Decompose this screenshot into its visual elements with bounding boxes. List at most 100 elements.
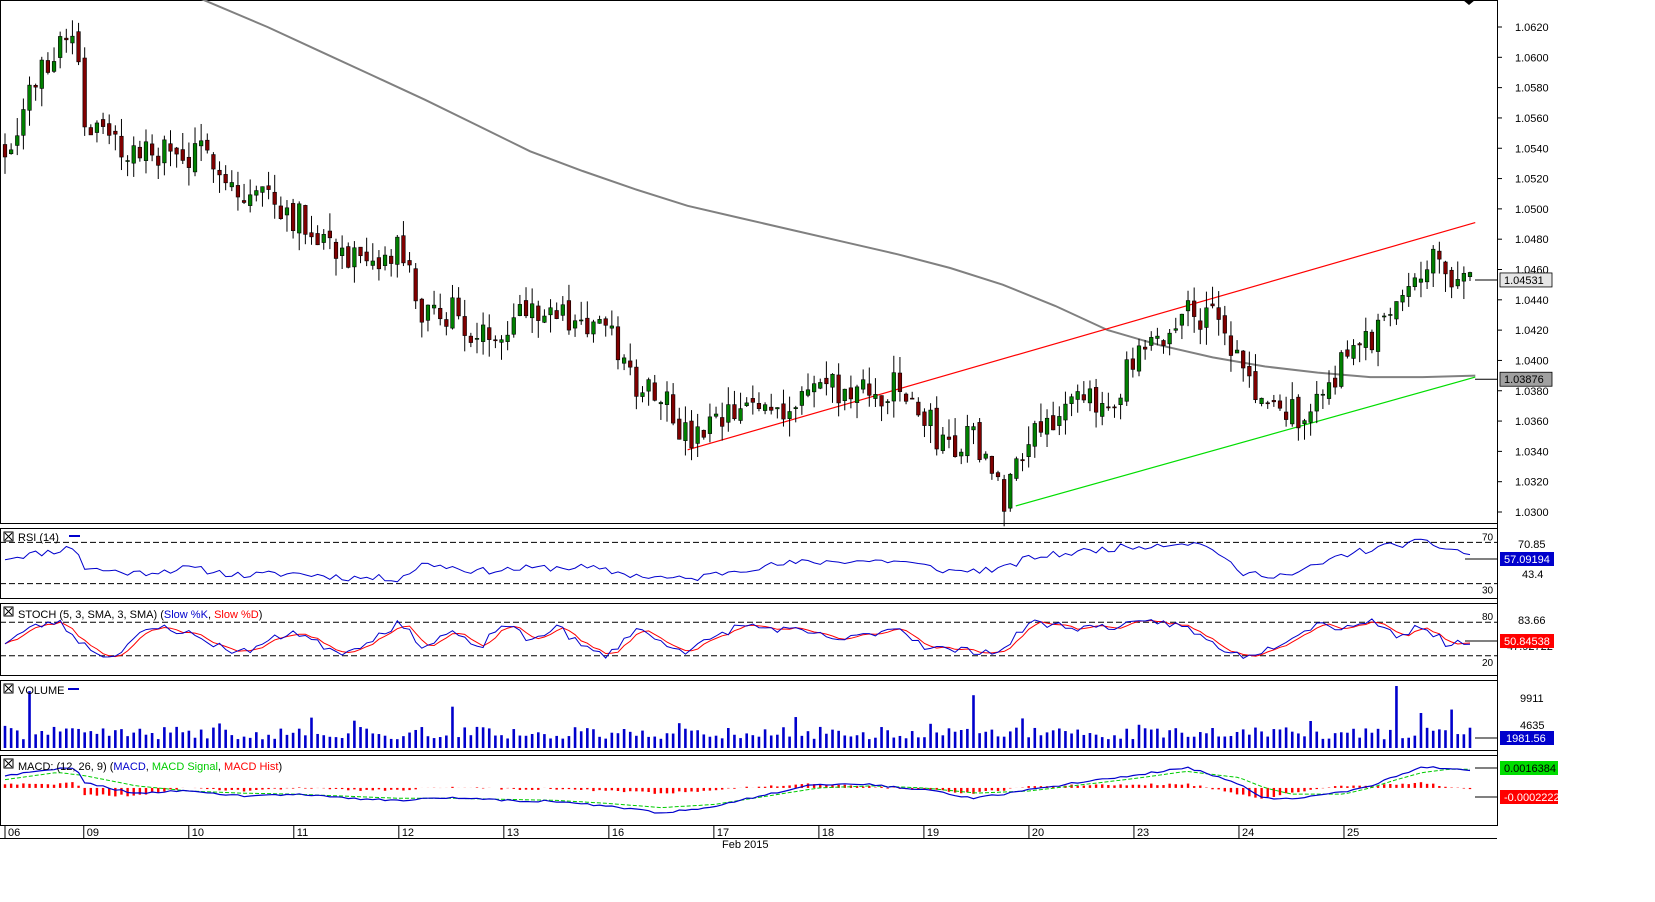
ma-value-label: 1.03876 (1499, 371, 1553, 387)
bullish-candle-body (248, 194, 253, 206)
candle (830, 373, 835, 403)
bullish-candle-body (1008, 473, 1013, 509)
candle (585, 301, 590, 338)
candle (223, 165, 228, 191)
candle (327, 213, 332, 250)
bearish-candle-body (615, 326, 621, 361)
bullish-candle-body (162, 139, 167, 164)
candle (401, 221, 406, 267)
bearish-candle-body (1277, 400, 1283, 409)
stoch-title-part: , (208, 609, 214, 621)
candle (1093, 378, 1099, 428)
candle (652, 374, 657, 402)
candle (885, 399, 890, 415)
candle (211, 152, 216, 183)
bearish-candle-body (756, 403, 762, 409)
bearish-candle-body (536, 305, 541, 321)
candle (922, 408, 927, 438)
bullish-candle-body (70, 35, 75, 44)
stoch-slow-d-line (4, 619, 1471, 658)
candle (628, 343, 633, 376)
candle (824, 361, 829, 396)
candle (51, 47, 57, 73)
candle (64, 28, 69, 53)
candle (352, 241, 357, 283)
bearish-candle-body (585, 317, 590, 335)
candle (1455, 261, 1460, 289)
bearish-candle-body (438, 307, 443, 320)
rsi-panel: 70 30 RSI (14) (0, 531, 1497, 597)
candle (634, 359, 639, 410)
bullish-candle-body (297, 203, 302, 234)
candle (450, 284, 455, 330)
bearish-candle-body (1222, 315, 1227, 334)
candle (560, 296, 565, 321)
bearish-candle-body (1228, 335, 1234, 356)
bullish-candle-body (321, 234, 326, 243)
candle (554, 302, 559, 320)
candle (707, 403, 713, 443)
candle (174, 146, 179, 168)
candle (82, 47, 87, 136)
candle (1363, 317, 1368, 361)
candle (1296, 394, 1301, 441)
bullish-candle-body (959, 451, 964, 457)
bullish-candle-body (812, 383, 817, 393)
candle (456, 287, 461, 320)
bullish-candle-body (885, 401, 890, 403)
bullish-candle-body (1179, 313, 1185, 326)
candle (487, 314, 492, 357)
candle (1418, 261, 1424, 298)
bullish-candle-body (481, 324, 486, 342)
rsi-toggle-cross (4, 532, 13, 541)
volume-panel: VOLUME (3, 683, 1472, 748)
bullish-candle-body (382, 254, 388, 266)
candle (493, 335, 498, 349)
candle (940, 426, 945, 454)
bullish-candle-body (1388, 314, 1393, 316)
candle (1149, 331, 1154, 351)
stoch-title: STOCH (5, 3, SMA, 3, SMA) (Slow %K, Slow… (18, 609, 262, 621)
bearish-candle-body (1143, 346, 1148, 350)
bullish-candle-body (695, 426, 700, 444)
candle (983, 451, 988, 461)
candle (1069, 393, 1074, 417)
candle (897, 357, 903, 402)
rsi-line (4, 538, 1471, 583)
bearish-candle-body (2, 144, 8, 158)
macd-title-part: MACD Hist (224, 761, 278, 773)
bullish-candle-body (1204, 307, 1209, 328)
candle (186, 142, 191, 186)
candle (15, 118, 20, 156)
bullish-candle-body (738, 408, 743, 421)
bearish-candle-body (419, 298, 424, 323)
bullish-candle-body (640, 392, 645, 397)
bearish-candle-body (223, 174, 228, 184)
candle (1167, 328, 1172, 356)
candle (1222, 305, 1227, 346)
candle (1369, 329, 1375, 354)
candle (959, 448, 964, 465)
candle (1100, 391, 1105, 426)
date-tick-label: 24 (1242, 827, 1254, 839)
bullish-candle-body (1149, 337, 1154, 346)
volume-high-label: 9911 (1520, 693, 1544, 705)
bullish-candle-body (143, 141, 149, 161)
candle (107, 114, 112, 145)
bullish-candle-body (1044, 417, 1050, 435)
candle (425, 304, 431, 332)
macd-title-part: , (218, 761, 224, 773)
bullish-candle-body (1400, 295, 1405, 303)
bullish-candle-body (787, 411, 792, 419)
bearish-candle-body (113, 130, 118, 135)
bullish-candle-body (591, 321, 596, 335)
candle (1247, 351, 1252, 388)
bullish-candle-body (683, 422, 688, 441)
bearish-candle-body (333, 241, 339, 259)
candle (143, 129, 149, 174)
bearish-candle-body (1449, 269, 1454, 288)
candle (1002, 474, 1007, 527)
candle (113, 125, 118, 151)
bearish-candle-body (444, 319, 449, 327)
candle (946, 419, 952, 449)
